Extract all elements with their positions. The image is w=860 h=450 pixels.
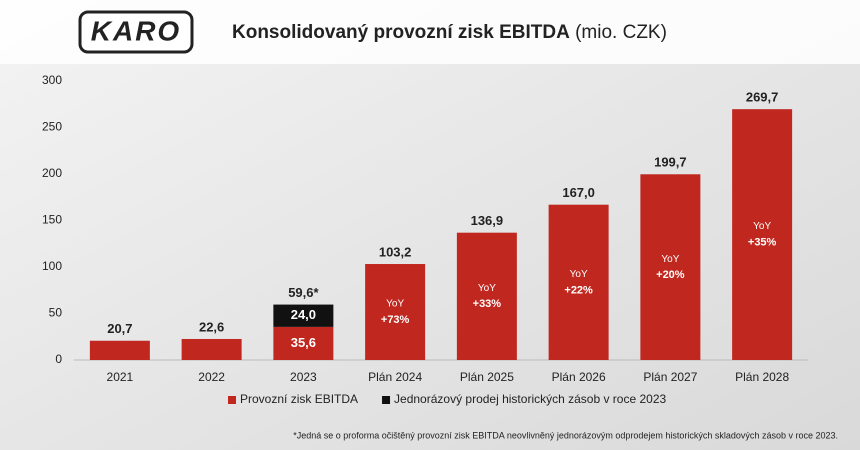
yoy-prefix: YoY: [386, 299, 404, 310]
legend-label: Provozní zisk EBITDA: [240, 392, 358, 406]
y-tick-label: 200: [42, 166, 62, 180]
y-tick-label: 50: [49, 306, 63, 320]
value-label: 136,9: [471, 213, 504, 228]
yoy-prefix: YoY: [661, 254, 679, 265]
bar-segment: [732, 109, 793, 360]
bar-segment: [181, 338, 242, 360]
value-label: 35,6: [291, 335, 316, 350]
x-tick-label: 2023: [290, 370, 317, 384]
legend-swatch: [382, 396, 391, 404]
yoy-label: +35%: [748, 236, 777, 248]
bar-segment: [273, 326, 334, 360]
x-tick-label: Plán 2027: [643, 370, 697, 384]
value-label: 199,7: [654, 155, 687, 170]
yoy-prefix: YoY: [753, 221, 771, 232]
x-tick-label: Plán 2026: [552, 370, 606, 384]
logo: KARO: [91, 15, 181, 46]
x-tick-label: 2021: [107, 370, 134, 384]
total-label: 59,6*: [288, 285, 319, 300]
logo-frame: [78, 10, 194, 54]
y-tick-label: 150: [42, 213, 62, 227]
y-tick-label: 250: [42, 120, 62, 134]
x-tick-label: 2022: [198, 370, 225, 384]
y-tick-label: 300: [42, 73, 62, 87]
value-label: 167,0: [562, 185, 595, 200]
yoy-label: +33%: [473, 298, 502, 310]
yoy-prefix: YoY: [478, 283, 496, 294]
x-tick-label: Plán 2024: [368, 370, 422, 384]
x-tick-label: Plán 2025: [460, 370, 514, 384]
value-label: 269,7: [746, 90, 779, 105]
y-tick-label: 0: [55, 352, 62, 366]
value-label: 20,7: [107, 321, 132, 336]
chart-title: Konsolidovaný provozní zisk EBITDA (mio.…: [232, 22, 667, 43]
legend-swatch: [228, 396, 236, 404]
bar-segment: [273, 304, 334, 327]
footnote: *Jedná se o proforma očištěný provozní z…: [293, 430, 838, 440]
value-label: 103,2: [379, 244, 412, 259]
bar-segment: [548, 204, 609, 360]
bar-segment: [456, 232, 517, 360]
value-label: 22,6: [199, 319, 224, 334]
bar-segment: [640, 174, 701, 360]
yoy-label: +22%: [564, 284, 593, 296]
bar-segment: [365, 264, 426, 360]
y-tick-label: 100: [42, 259, 62, 273]
yoy-prefix: YoY: [570, 269, 588, 280]
bar-segment: [89, 340, 150, 360]
yoy-label: +20%: [656, 269, 685, 281]
legend-label: Jednorázový prodej historických zásob v …: [394, 392, 666, 406]
x-tick-label: Plán 2028: [735, 370, 789, 384]
value-label: 24,0: [291, 307, 316, 322]
yoy-label: +73%: [381, 314, 410, 326]
